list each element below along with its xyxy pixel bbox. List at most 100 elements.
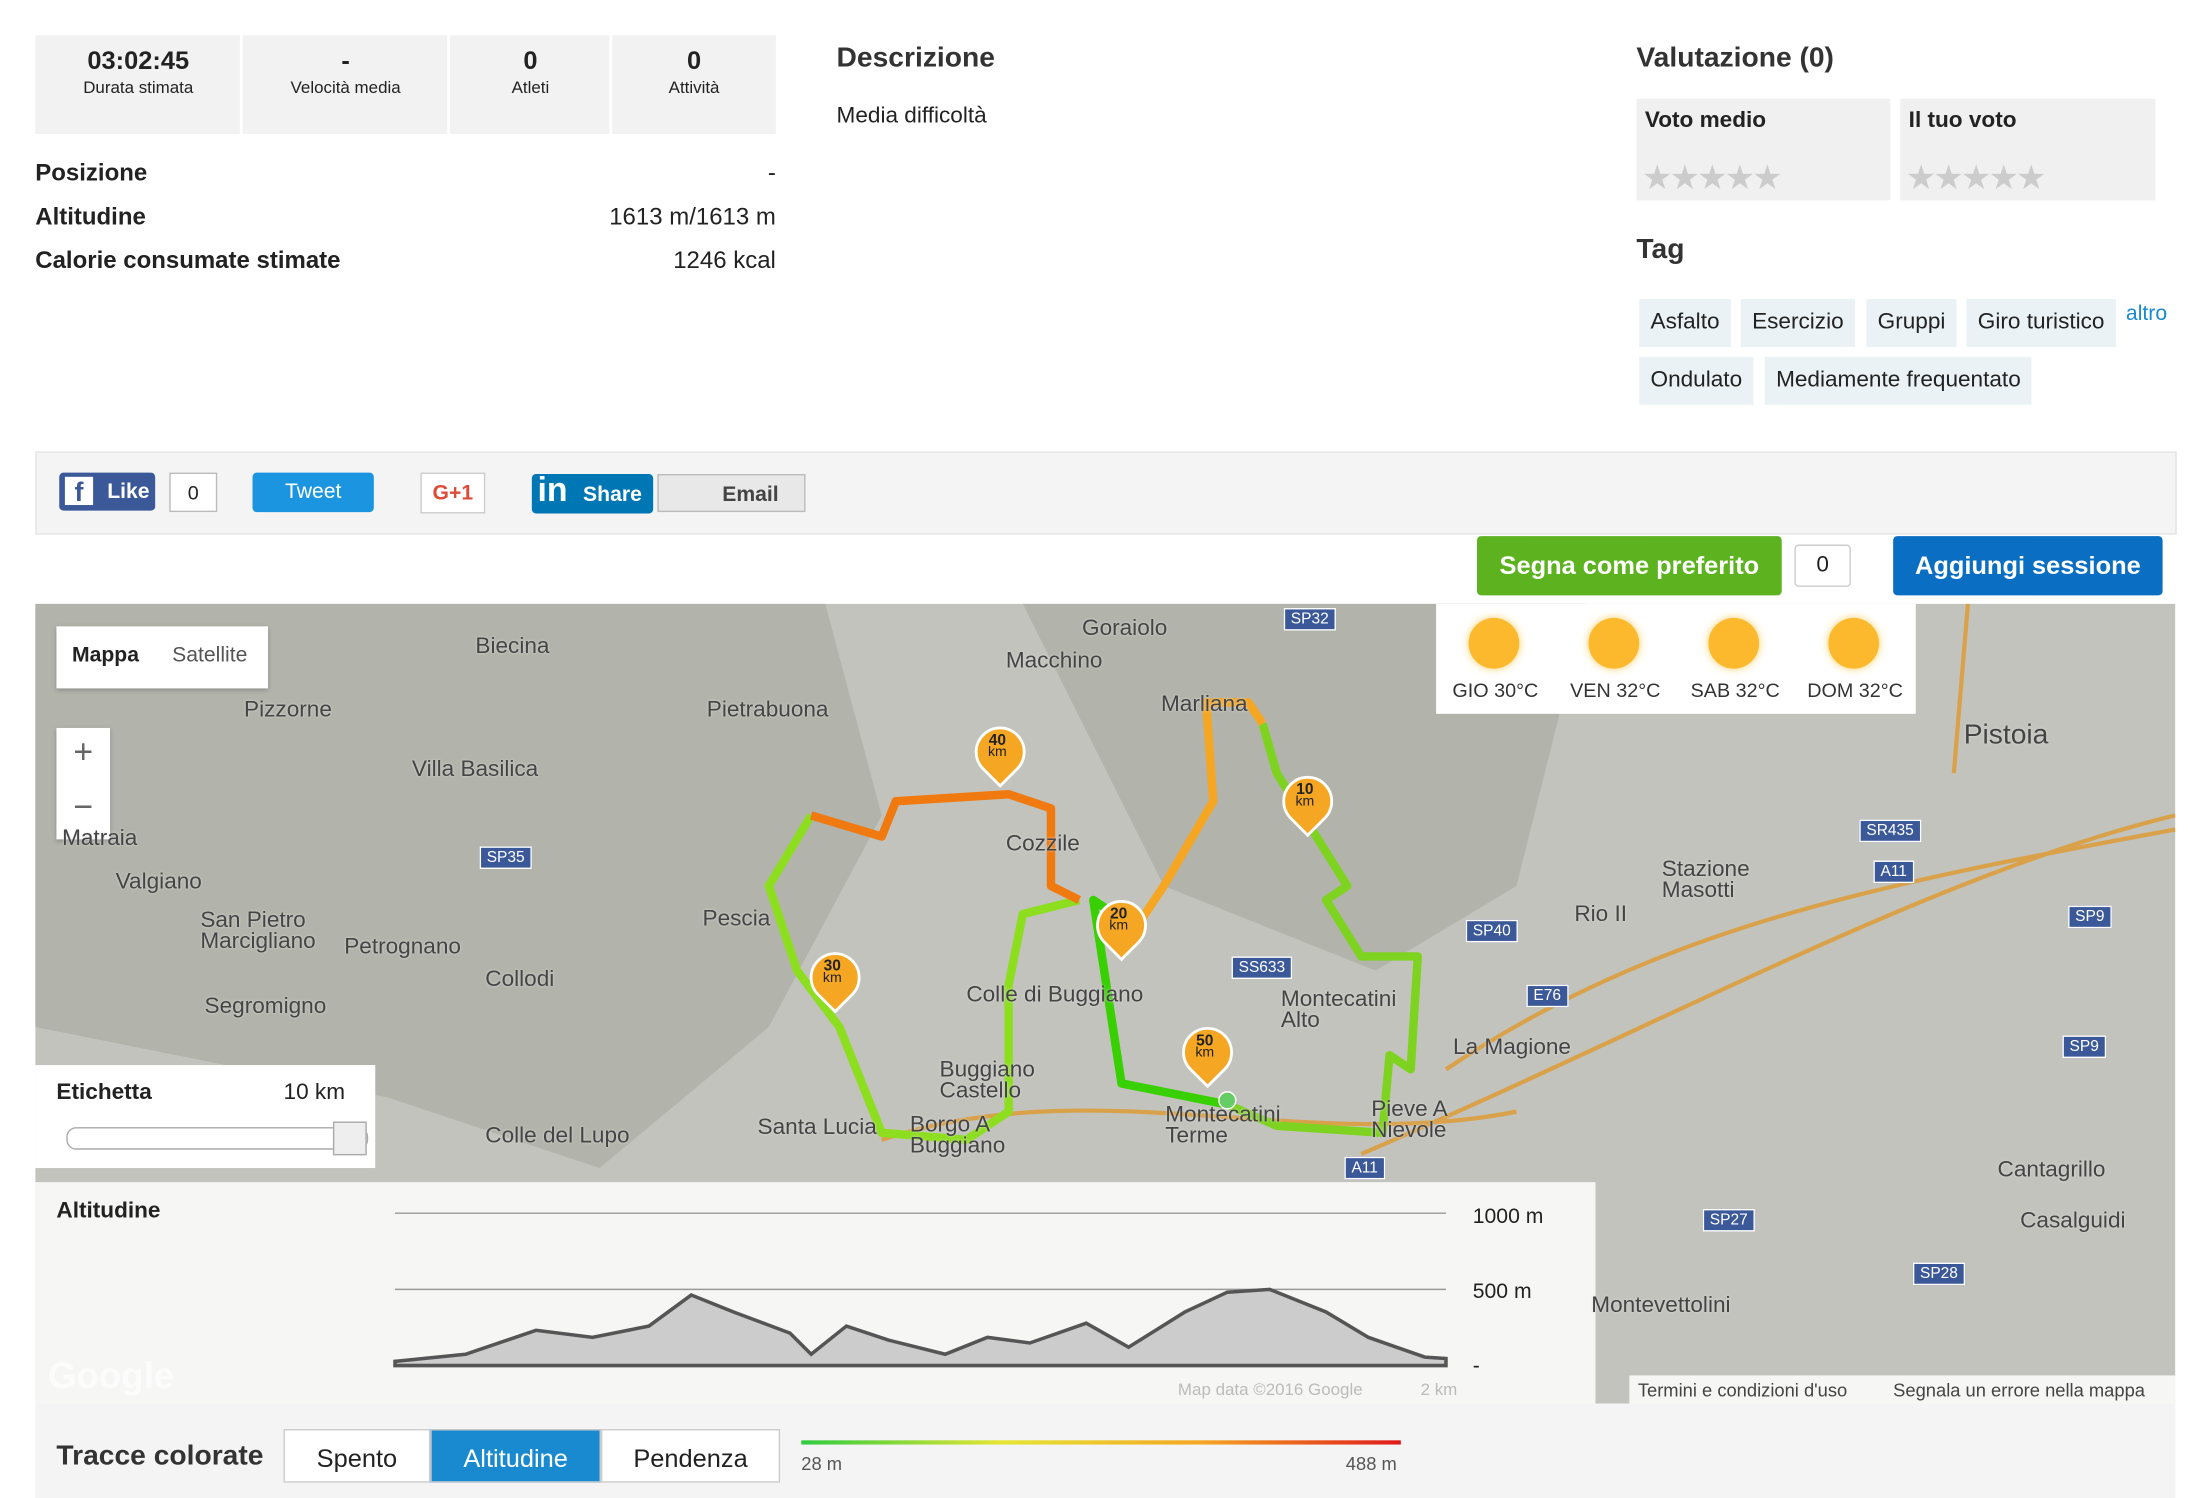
stat-value: 03:02:45 bbox=[87, 46, 190, 75]
rating-title: Valutazione (0) bbox=[1636, 42, 1834, 74]
tracks-title: Tracce colorate bbox=[56, 1440, 264, 1472]
road bbox=[881, 603, 2176, 1156]
detail-label: Posizione bbox=[35, 159, 148, 187]
place-label: Goraiolo bbox=[1082, 616, 1168, 641]
stat-divider bbox=[609, 35, 613, 135]
map-type[interactable]: Satellite bbox=[172, 643, 248, 668]
color-scale bbox=[801, 1440, 1401, 1445]
tag[interactable]: Mediamente frequentato bbox=[1764, 356, 2033, 405]
weather-label: VEN 32°C bbox=[1570, 678, 1661, 702]
slider-handle[interactable] bbox=[332, 1121, 367, 1156]
road-label: A11 bbox=[1873, 860, 1914, 884]
place-label: Valgiano bbox=[115, 870, 202, 895]
place-label: Stazione Masotti bbox=[1661, 857, 1750, 904]
altitude-tick: 1000 m bbox=[1472, 1204, 1544, 1229]
tag[interactable]: Esercizio bbox=[1740, 299, 1855, 348]
email-button[interactable]: Email bbox=[657, 473, 806, 513]
place-label: Buggiano Castello bbox=[939, 1058, 1035, 1104]
fb-icon: f bbox=[64, 476, 94, 508]
map-type-control bbox=[56, 626, 269, 689]
more-link[interactable]: altro bbox=[2125, 301, 2168, 326]
detail-label: Altitudine bbox=[35, 203, 146, 230]
road-label: SP28 bbox=[1912, 1262, 1965, 1286]
altitude-tick: 500 m bbox=[1472, 1279, 1532, 1304]
km-num: 40 bbox=[988, 732, 1007, 750]
road-label: SP27 bbox=[1702, 1208, 1755, 1232]
stat-divider bbox=[239, 35, 243, 135]
place-label: Montecatini Terme bbox=[1165, 1103, 1281, 1149]
km-num: 30 bbox=[823, 957, 841, 975]
rating-label: Il tuo voto bbox=[1908, 108, 2017, 133]
stat-divider bbox=[447, 35, 451, 135]
rating-label: Voto medio bbox=[1644, 108, 1767, 133]
place-label: Rio II bbox=[1574, 902, 1628, 927]
weather-label: GIO 30°C bbox=[1452, 678, 1539, 702]
description-title: Descrizione bbox=[836, 42, 995, 74]
place-label: Montecatini Alto bbox=[1280, 987, 1397, 1033]
track-option[interactable]: Spento bbox=[283, 1429, 431, 1483]
tweet-button[interactable]: Tweet bbox=[252, 472, 374, 513]
place-label: Pescia bbox=[702, 907, 771, 932]
zoom-in[interactable]: + bbox=[73, 733, 94, 772]
place-label: Colle del Lupo bbox=[485, 1124, 630, 1149]
terrain bbox=[35, 603, 1588, 1169]
in-icon: in bbox=[537, 471, 568, 510]
stars[interactable]: ★★★★★ bbox=[1642, 159, 1782, 198]
place-label: Pieve A Nievole bbox=[1371, 1097, 1447, 1143]
road-label: A11 bbox=[1344, 1156, 1385, 1180]
detail-value: 1613 m/1613 m bbox=[609, 203, 776, 230]
place-label: Colle di Buggiano bbox=[966, 983, 1144, 1008]
add-session-button[interactable]: Aggiungi sessione bbox=[1893, 536, 2163, 596]
tag-title: Tag bbox=[1636, 234, 1685, 266]
tag[interactable]: Gruppi bbox=[1866, 299, 1957, 348]
place-label: Pizzorne bbox=[244, 698, 332, 723]
place-label: Cozzile bbox=[1005, 832, 1080, 857]
tag[interactable]: Asfalto bbox=[1639, 299, 1731, 348]
label-panel bbox=[35, 1065, 376, 1169]
tag[interactable]: Giro turistico bbox=[1966, 299, 2116, 348]
place-label: Petrognano bbox=[344, 935, 461, 960]
social-bar bbox=[35, 451, 2177, 535]
share-button[interactable]: Share bbox=[531, 473, 654, 514]
km-num: 20 bbox=[1110, 905, 1128, 923]
weather-label: DOM 32°C bbox=[1807, 678, 1903, 702]
place-label: Segromigno bbox=[204, 994, 327, 1019]
zoom-out[interactable]: − bbox=[73, 788, 94, 827]
stat-value: - bbox=[341, 46, 350, 75]
road-label: SR435 bbox=[1859, 819, 1921, 843]
place-label: Casalguidi bbox=[2020, 1208, 2126, 1233]
altitude-profile bbox=[393, 1212, 1448, 1368]
km-unit: km bbox=[987, 744, 1007, 761]
gplus-button[interactable]: G+1 bbox=[420, 472, 486, 514]
tag[interactable]: Ondulato bbox=[1639, 356, 1754, 405]
km-unit: km bbox=[822, 970, 842, 987]
rating-box bbox=[1900, 98, 2156, 201]
favorite-button[interactable]: Segna come preferito bbox=[1477, 536, 1782, 596]
road-label: SP9 bbox=[2068, 905, 2112, 929]
place-label: Collodi bbox=[485, 967, 555, 992]
weather-icon bbox=[1828, 617, 1880, 669]
track-option[interactable]: Pendenza bbox=[600, 1429, 781, 1483]
place-label: La Magione bbox=[1453, 1035, 1571, 1060]
map-footer bbox=[1629, 1375, 2176, 1404]
place-label: Cantagrillo bbox=[1997, 1158, 2106, 1183]
place-label: San Pietro Marcigliano bbox=[200, 908, 316, 954]
stars[interactable]: ★★★★★ bbox=[1905, 159, 2046, 198]
favorite-count: 0 bbox=[1794, 544, 1851, 587]
km-unit: km bbox=[1195, 1045, 1215, 1061]
map-type[interactable]: Mappa bbox=[71, 643, 139, 668]
km-unit: km bbox=[1295, 794, 1315, 810]
detail-value: 1246 kcal bbox=[673, 246, 776, 274]
place-label: Marliana bbox=[1161, 692, 1248, 717]
terms-link[interactable]: Termini e condizioni d'uso bbox=[1637, 1379, 1848, 1401]
place-label: Biecina bbox=[475, 634, 550, 659]
track-option[interactable]: Altitudine bbox=[430, 1429, 601, 1483]
stat-label: Velocità media bbox=[290, 77, 401, 98]
scale-min: 28 m bbox=[801, 1453, 843, 1475]
slider[interactable] bbox=[66, 1127, 369, 1150]
road-label: SP40 bbox=[1465, 919, 1518, 943]
scale-max: 488 m bbox=[1345, 1453, 1397, 1475]
label-title: Etichetta bbox=[56, 1080, 152, 1105]
report-link[interactable]: Segnala un errore nella mappa bbox=[1893, 1379, 2145, 1401]
